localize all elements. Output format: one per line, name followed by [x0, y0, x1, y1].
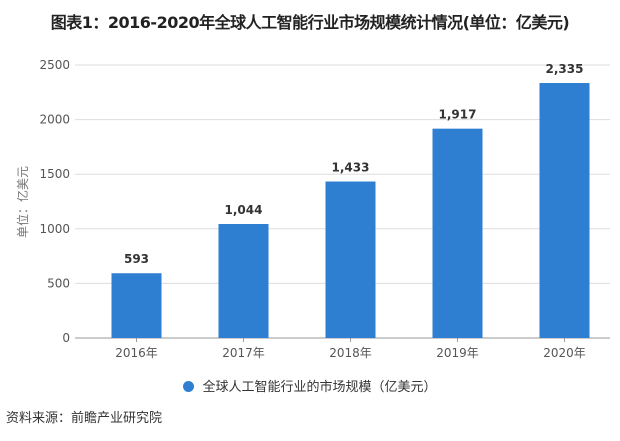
- x-tick-label: 2018年: [329, 346, 372, 360]
- y-tick-label: 2000: [39, 113, 70, 127]
- legend-label: 全球人工智能行业的市场规模（亿美元）: [202, 380, 437, 395]
- y-tick-label: 1000: [39, 222, 70, 236]
- y-tick-label: 2500: [39, 58, 70, 72]
- legend: 全球人工智能行业的市场规模（亿美元）: [0, 376, 620, 395]
- x-tick-label: 2020年: [543, 346, 586, 360]
- y-tick-label: 500: [47, 276, 70, 290]
- bar: [111, 273, 162, 338]
- y-tick-label: 0: [62, 331, 70, 345]
- x-tick-label: 2017年: [222, 346, 265, 360]
- data-label: 1,044: [225, 203, 263, 217]
- data-label: 2,335: [546, 62, 584, 76]
- x-tick-label: 2016年: [115, 346, 158, 360]
- x-tick-label: 2019年: [436, 346, 479, 360]
- chart-title: 图表1：2016-2020年全球人工智能行业市场规模统计情况(单位：亿美元): [50, 13, 570, 32]
- data-label: 593: [124, 252, 149, 266]
- bar: [325, 181, 376, 338]
- data-label: 1,433: [332, 161, 370, 175]
- source-note: 资料来源：前瞻产业研究院: [6, 411, 163, 426]
- y-tick-label: 1500: [39, 167, 70, 181]
- y-axis-label: 单位：亿美元: [15, 166, 30, 238]
- bar: [432, 128, 483, 338]
- bar: [539, 83, 590, 338]
- bar: [218, 223, 269, 338]
- legend-marker: [183, 381, 195, 392]
- data-label: 1,917: [439, 108, 477, 122]
